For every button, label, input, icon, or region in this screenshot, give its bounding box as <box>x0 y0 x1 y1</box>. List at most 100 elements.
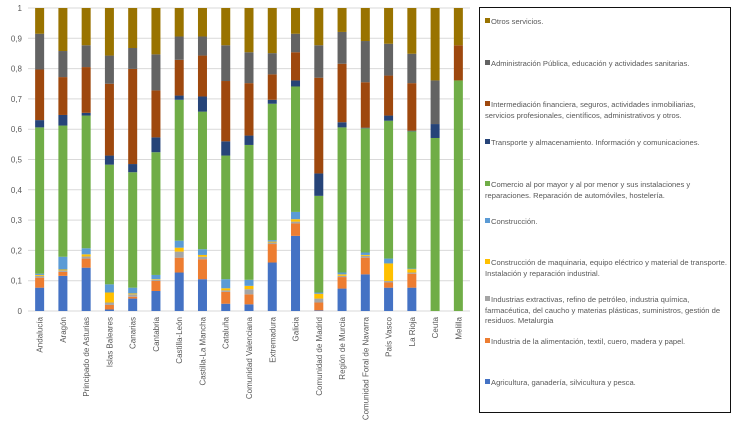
x-category-label: Extremadura <box>268 316 277 362</box>
bar-segment <box>104 284 114 293</box>
bar-segment <box>174 95 184 100</box>
bar-segment <box>314 195 324 293</box>
x-category-label: País Vasco <box>385 316 394 356</box>
bar-segment <box>81 67 91 113</box>
bar-segment <box>407 8 417 54</box>
bar-segment <box>104 302 114 305</box>
bar-segment <box>35 277 45 288</box>
bar-segment <box>267 8 277 54</box>
bar-segment <box>174 36 184 60</box>
bar-segment <box>81 267 91 311</box>
bar-segment <box>291 52 301 81</box>
bar-segment <box>221 141 231 156</box>
bar-segment <box>267 99 277 104</box>
y-tick-label: 0,6 <box>11 125 23 134</box>
bar-segment <box>407 269 417 273</box>
bar-segment <box>430 137 440 311</box>
bar-segment <box>314 298 324 303</box>
bar-segment <box>453 80 463 312</box>
bar-segment <box>267 74 277 100</box>
bar-segment <box>221 290 231 292</box>
bar-segment <box>291 223 301 236</box>
x-category-label: Melilla <box>454 316 463 339</box>
y-tick-label: 0,2 <box>11 246 23 255</box>
legend-item-alimentacion: Industria de la alimentación, textil, cu… <box>485 337 727 348</box>
bar-segment <box>384 287 394 311</box>
bar-segment <box>337 63 347 123</box>
legend-swatch <box>485 18 490 23</box>
bar-segment <box>104 155 114 165</box>
bar-segment <box>151 279 161 280</box>
bar-segment <box>407 130 417 132</box>
x-category-label: Andalucía <box>36 316 45 352</box>
bar-segment <box>197 254 207 257</box>
bar-segment <box>430 8 440 81</box>
bar-segment <box>151 152 161 275</box>
bar-segment <box>104 292 114 303</box>
x-category-label: Castilla-La Mancha <box>198 316 207 385</box>
legend-item-construccion: Construcción. <box>485 217 727 228</box>
bar-segment <box>151 291 161 311</box>
bar-segment <box>197 279 207 311</box>
bar-segment <box>174 240 184 248</box>
bar-segment <box>384 263 394 282</box>
y-tick-label: 0,5 <box>11 156 23 165</box>
bar-segment <box>197 55 207 97</box>
bar-segment <box>314 173 324 196</box>
bar-segment <box>384 8 394 44</box>
bar-segment <box>221 155 231 280</box>
bar-segment <box>81 256 91 259</box>
x-category-label: Principado de Asturias <box>82 317 91 397</box>
bar-segment <box>174 99 184 241</box>
bar-segment <box>407 268 417 270</box>
y-tick-label: 0,3 <box>11 216 23 225</box>
legend-item-intermediacion: Intermediación financiera, seguros, acti… <box>485 100 696 120</box>
legend: Otros servicios. Administración Pública,… <box>479 7 731 413</box>
bar-segment <box>314 293 324 299</box>
bar-segment <box>360 128 370 253</box>
bar-segment <box>407 273 417 288</box>
bar-segment <box>360 252 370 255</box>
bar-segment <box>151 137 161 153</box>
bar-segment <box>384 75 394 116</box>
bar-segment <box>267 241 277 243</box>
bar-segment <box>267 242 277 245</box>
legend-item-transporte: Transporte y almacenamiento. Información… <box>485 138 727 149</box>
bar-segment <box>151 54 161 91</box>
bar-segment <box>221 45 231 82</box>
bar-segment <box>291 219 301 222</box>
bar-segment <box>360 257 370 275</box>
x-category-label: Región de Murcia <box>338 316 347 379</box>
bar-segment <box>151 90 161 138</box>
bar-segment <box>407 272 417 274</box>
bar-segment <box>384 43 394 76</box>
bar-segment <box>291 80 301 87</box>
bar-segment <box>35 120 45 128</box>
legend-swatch <box>485 338 490 343</box>
bar-segment <box>197 111 207 250</box>
bar-segment <box>244 135 254 145</box>
y-tick-label: 0 <box>18 307 23 316</box>
bar-segment <box>174 251 184 258</box>
bar-segment <box>384 258 394 264</box>
bar-segment <box>81 115 91 249</box>
bar-segment <box>221 81 231 142</box>
bar-segment <box>104 55 114 84</box>
bar-segment <box>360 254 370 256</box>
bar-segment <box>407 131 417 269</box>
bar-segment <box>58 271 68 276</box>
bar-segment <box>244 289 254 295</box>
bar-segment <box>58 77 68 115</box>
bar-segment <box>267 244 277 263</box>
bar-segment <box>244 52 254 84</box>
x-category-label: Castilla-León <box>175 317 184 364</box>
bar-segment <box>104 83 114 156</box>
x-category-label: Canarias <box>129 317 138 349</box>
bar-segment <box>244 294 254 305</box>
bar-segment <box>384 282 394 288</box>
y-tick-label: 0,1 <box>11 277 23 286</box>
bar-segment <box>151 274 161 280</box>
bar-segment <box>174 59 184 96</box>
bar-segment <box>197 8 207 37</box>
bar-segment <box>35 275 45 278</box>
